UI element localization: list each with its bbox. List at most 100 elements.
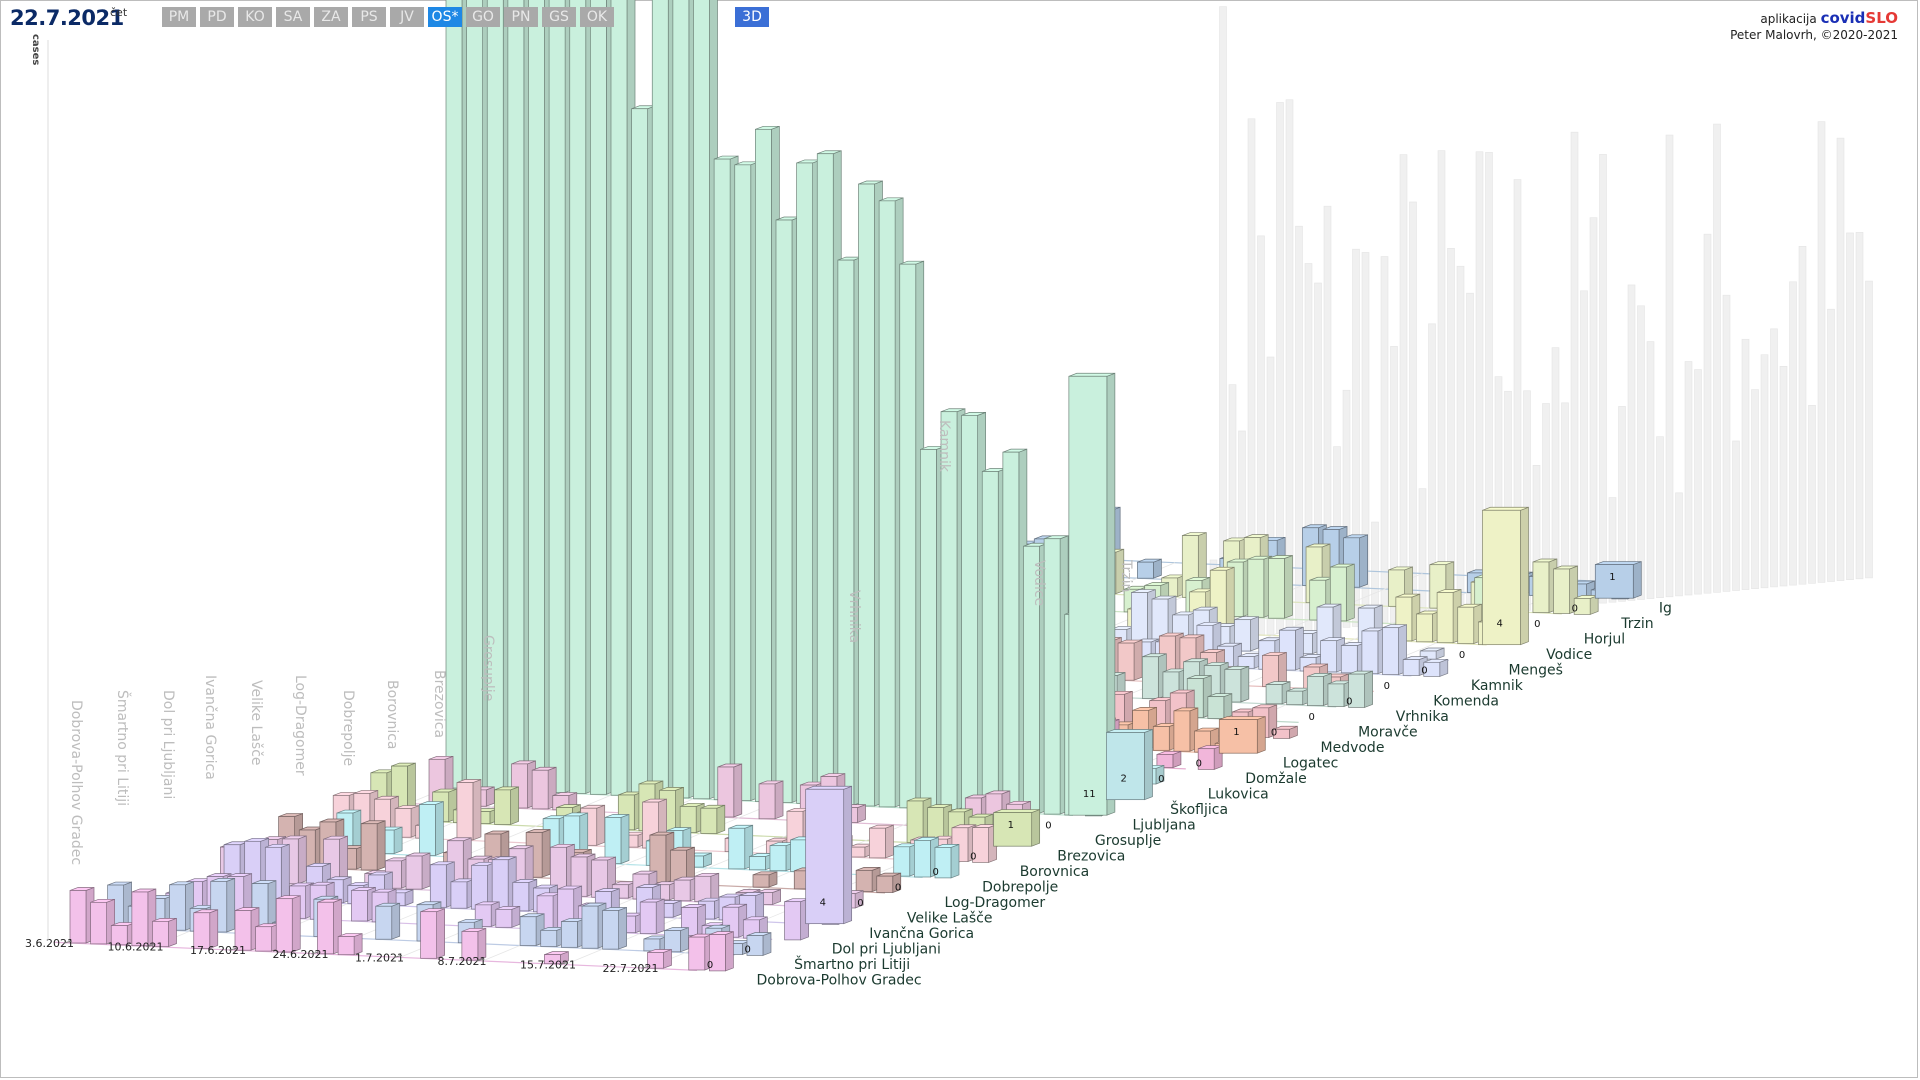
tab-jv[interactable]: JV bbox=[390, 7, 424, 27]
background-bar bbox=[1751, 389, 1759, 589]
bar-dobrova-polhov-gradec-side bbox=[168, 917, 177, 948]
bar-dobrova-polhov-gradec bbox=[317, 901, 334, 955]
bar-velike-la-e-side bbox=[297, 835, 307, 885]
rear-label: Velike Lašče bbox=[248, 680, 264, 766]
bar-dobrova-polhov-gradec bbox=[544, 954, 561, 965]
bar-dobrova-polhov-gradec bbox=[647, 952, 664, 969]
bar-brezovica bbox=[700, 807, 718, 834]
bar--martno-pri-litiji-side bbox=[680, 927, 689, 953]
tab-ps[interactable]: PS bbox=[352, 7, 386, 27]
bar-kamnik bbox=[1402, 659, 1420, 676]
bar--martno-pri-litiji bbox=[746, 935, 764, 956]
value-label: 2 bbox=[1120, 774, 1126, 785]
bar-ljubljana bbox=[755, 128, 772, 802]
bar-vodice bbox=[1457, 606, 1475, 644]
bar-ljubljana bbox=[548, 0, 566, 793]
bar-ljubljana bbox=[961, 415, 978, 811]
rear-label: Vrhnika bbox=[846, 590, 862, 643]
bar-vodice bbox=[1436, 592, 1454, 644]
bar-dobrepolje bbox=[769, 845, 787, 872]
bar-ljubljana bbox=[507, 0, 525, 792]
bar-log-dragomer bbox=[876, 875, 894, 893]
bar-dobrova-polhov-gradec-side bbox=[436, 908, 445, 959]
tab-za[interactable]: ZA bbox=[314, 7, 348, 27]
app-logo: covidSLO bbox=[1821, 9, 1898, 27]
bar-velike-la-e-side bbox=[710, 872, 720, 903]
bar-trzin bbox=[1532, 561, 1550, 613]
bar--martno-pri-litiji-side bbox=[226, 877, 236, 933]
today-bar-top bbox=[1595, 561, 1642, 565]
bar-dom-ale bbox=[1156, 754, 1174, 768]
bar-ljubljana bbox=[981, 471, 999, 812]
brand-a: covid bbox=[1820, 9, 1866, 27]
bar-dobrova-polhov-gradec bbox=[709, 934, 726, 972]
background-bar bbox=[1627, 284, 1636, 601]
background-bar bbox=[1684, 361, 1693, 596]
background-bar bbox=[1456, 265, 1465, 617]
tab-gs[interactable]: GS bbox=[542, 7, 576, 27]
bar-komenda bbox=[1117, 642, 1135, 681]
bar--martno-pri-litiji bbox=[664, 930, 681, 953]
tab-pd[interactable]: PD bbox=[200, 7, 234, 27]
background-bar bbox=[1694, 369, 1702, 595]
background-bar bbox=[1475, 151, 1484, 616]
toggle-3d-button[interactable]: 3D bbox=[735, 7, 769, 27]
bar-dobrepolje bbox=[728, 827, 746, 870]
municipality-label: Dol pri Ljubljani bbox=[832, 942, 941, 958]
municipality-label: Ljubljana bbox=[1133, 818, 1196, 834]
date-label: 24.6.2021 bbox=[273, 948, 329, 961]
tab-pn[interactable]: PN bbox=[504, 7, 538, 27]
tab-pm[interactable]: PM bbox=[162, 7, 196, 27]
today-bar-side bbox=[1144, 728, 1153, 801]
date-label: 8.7.2021 bbox=[438, 955, 487, 968]
tab-sa[interactable]: SA bbox=[276, 7, 310, 27]
bar-ljubljana bbox=[1043, 538, 1061, 815]
today-bar-side bbox=[1256, 716, 1266, 754]
background-bar bbox=[1836, 137, 1845, 581]
bar-vrhnika bbox=[1286, 690, 1304, 706]
value-label: 0 bbox=[1196, 759, 1202, 770]
bar-dobrova-polhov-gradec bbox=[69, 890, 87, 944]
today-bar bbox=[1594, 564, 1634, 599]
today-bar-top bbox=[1482, 506, 1529, 511]
tab-ok[interactable]: OK bbox=[580, 7, 614, 27]
bar-ljubljana bbox=[816, 153, 834, 805]
date-title: 22.7.2021 bbox=[10, 6, 124, 30]
background-bar bbox=[1846, 232, 1854, 580]
bar-dobrepolje bbox=[604, 817, 622, 864]
bar-menge- bbox=[1419, 650, 1437, 660]
bar-dobrepolje bbox=[748, 856, 766, 871]
bar-dobrova-polhov-gradec bbox=[688, 936, 706, 971]
background-bar bbox=[1266, 356, 1275, 635]
bar-vodice bbox=[1416, 613, 1433, 643]
tab-go[interactable]: GO bbox=[466, 7, 500, 27]
rear-label: Dol pri Ljubljani bbox=[160, 690, 176, 799]
bar-dobrova-polhov-gradec bbox=[131, 891, 149, 947]
bar-ivan-na-gorica-side bbox=[280, 843, 290, 901]
weekday-label: čet bbox=[110, 6, 128, 19]
bar-grosuplje-side bbox=[733, 763, 743, 818]
bar-ljubljana bbox=[672, 0, 690, 799]
municipality-label: Kamnik bbox=[1471, 678, 1524, 694]
bar--martno-pri-litiji-side bbox=[762, 932, 772, 956]
value-label: 0 bbox=[1271, 728, 1277, 739]
background-bar bbox=[1589, 217, 1598, 605]
bar-ljubljana bbox=[610, 0, 628, 796]
bar-borovnica-side bbox=[885, 824, 894, 859]
municipality-label: Log-Dragomer bbox=[945, 895, 1046, 911]
bar--martno-pri-litiji-side bbox=[391, 902, 401, 940]
bar-ljubljana bbox=[837, 259, 855, 806]
background-bar bbox=[1580, 290, 1588, 606]
background-bar bbox=[1703, 233, 1712, 594]
bar-borovnica bbox=[456, 782, 474, 841]
bar-dobrepolje bbox=[419, 804, 436, 856]
bar-borovnica-side bbox=[596, 804, 606, 846]
tab-ko[interactable]: KO bbox=[238, 7, 272, 27]
value-label: 0 bbox=[932, 867, 938, 878]
bar-dobrova-polhov-gradec bbox=[461, 931, 479, 961]
municipality-label: Dobrepolje bbox=[982, 880, 1058, 896]
municipality-label: Lukovica bbox=[1208, 787, 1269, 803]
municipality-label: Vodice bbox=[1546, 647, 1592, 663]
tab-os[interactable]: OS* bbox=[428, 7, 462, 27]
